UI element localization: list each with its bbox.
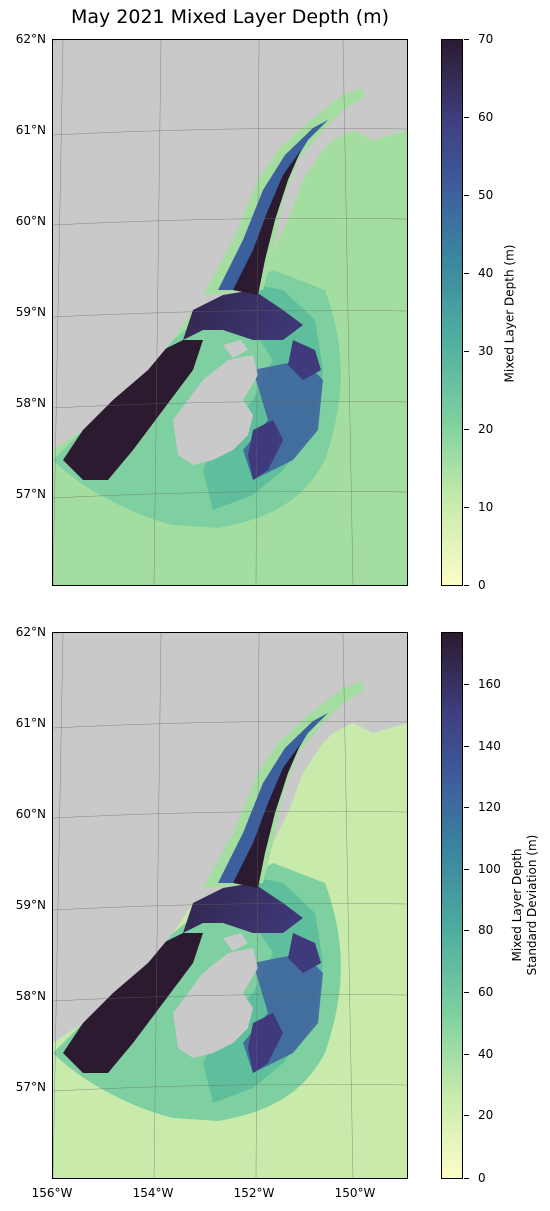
lat-label-58n-top: 58°N xyxy=(15,396,46,410)
map-field-2 xyxy=(53,633,407,1178)
colorbar-stddev-label-line1: Mixed Layer Depth xyxy=(510,848,524,962)
cbar1-tick-50: 50 xyxy=(463,188,494,202)
cbar1-tick-0: 0 xyxy=(464,578,486,592)
cbar2-tick-160: 160 xyxy=(464,677,501,691)
colorbar-stddev-label: Mixed Layer Depth Standard Deviation (m) xyxy=(510,815,540,995)
cbar1-tick-60: 60 xyxy=(463,110,494,124)
cbar1-tick-70: 70 xyxy=(463,32,494,46)
lon-label-152w: 152°W xyxy=(233,1186,275,1200)
lon-label-150w: 150°W xyxy=(334,1186,376,1200)
lon-label-156w: 156°W xyxy=(31,1186,73,1200)
cbar2-tick-120: 120 xyxy=(464,800,501,814)
colorbar-mean xyxy=(441,39,463,586)
cbar2-tick-40: 40 xyxy=(463,1047,494,1061)
lon-label-154w: 154°W xyxy=(132,1186,174,1200)
lat-label-62n-top: 62°N xyxy=(15,32,46,46)
lat-label-60n-bottom: 60°N xyxy=(15,807,46,821)
lat-label-59n-bottom: 59°N xyxy=(15,898,46,912)
cbar2-tick-100: 100 xyxy=(464,862,501,876)
cbar1-tick-30: 30 xyxy=(463,344,494,358)
cbar2-tick-60: 60 xyxy=(463,985,494,999)
lat-label-61n-top: 61°N xyxy=(15,123,46,137)
colorbar-stddev xyxy=(441,632,463,1179)
figure-title: May 2021 Mixed Layer Depth (m) xyxy=(70,6,390,28)
lat-label-60n-top: 60°N xyxy=(15,214,46,228)
lat-label-62n-bottom: 62°N xyxy=(15,625,46,639)
cbar2-tick-20: 20 xyxy=(463,1108,494,1122)
lat-label-57n-bottom: 57°N xyxy=(15,1080,46,1094)
colorbar-stddev-label-line2: Standard Deviation (m) xyxy=(525,834,539,976)
lat-label-61n-bottom: 61°N xyxy=(15,716,46,730)
map-panel-stddev-mld xyxy=(52,632,408,1179)
map-panel-mean-mld xyxy=(52,39,408,586)
colorbar-mean-label: Mixed Layer Depth (m) xyxy=(503,224,518,404)
lat-label-58n-bottom: 58°N xyxy=(15,989,46,1003)
cbar2-tick-0: 0 xyxy=(464,1171,486,1185)
cbar1-tick-40: 40 xyxy=(463,266,494,280)
cbar1-tick-10: 10 xyxy=(463,500,494,514)
cbar2-tick-80: 80 xyxy=(463,923,494,937)
cbar2-tick-140: 140 xyxy=(464,739,501,753)
map-field-1 xyxy=(53,40,407,585)
colorbar-mean-label-line1: Mixed Layer Depth (m) xyxy=(502,244,517,383)
lat-label-59n-top: 59°N xyxy=(15,305,46,319)
lat-label-57n-top: 57°N xyxy=(15,487,46,501)
cbar1-tick-20: 20 xyxy=(463,422,494,436)
